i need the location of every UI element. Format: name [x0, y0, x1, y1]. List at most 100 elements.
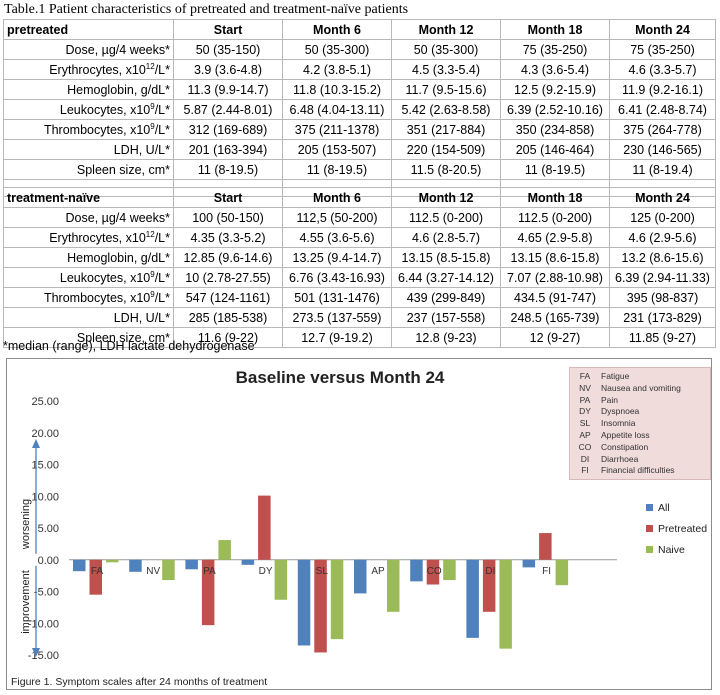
table-header-row: treatment-naïve Start Month 6 Month 12 Month… — [3, 187, 716, 208]
row-label: LDH, U/L* — [3, 307, 174, 328]
row-label: Spleen size, cm* — [3, 159, 174, 180]
row-label-exponent: 12 — [145, 61, 155, 71]
table-cell: 375 (264-778) — [609, 119, 716, 140]
abbreviation-name: Appetite loss — [601, 430, 650, 440]
table-cell: 112.5 (0-200) — [391, 207, 501, 228]
row-label-text: Erythrocytes, x10 — [49, 230, 146, 245]
legend-label-all: All — [658, 502, 670, 514]
table-header-row: pretreated Start Month 6 Month 12 Month 18 Mo… — [3, 19, 716, 40]
abbreviation-code: NV — [579, 382, 591, 393]
table-row: Erythrocytes, x1012/L* 3.9 (3.6-4.8) 4.2 (… — [3, 59, 716, 80]
table-cell: 11.8 (10.3-15.2) — [282, 79, 392, 100]
table-cell: 395 (98-837) — [609, 287, 716, 308]
table-row: Hemoglobin, g/dL* 11.3 (9.9-14.7) 11.8 (10… — [3, 79, 716, 100]
table-cell: 350 (234-858) — [500, 119, 610, 140]
row-label: Leukocytes, x109/L* — [3, 267, 174, 288]
table-row: LDH, U/L* 285 (185-538) 273.5 (137-559) 237… — [3, 307, 716, 328]
table-cell: 10 (2.78-27.55) — [173, 267, 283, 288]
table-cell: 285 (185-538) — [173, 307, 283, 328]
abbreviation-code: FI — [581, 465, 589, 476]
bar-pretreated-sl — [314, 559, 327, 653]
abbreviation-name: Nausea and vomiting — [601, 382, 681, 393]
y-tick-label: 5.00 — [38, 523, 59, 535]
bar-pretreated-pa — [201, 559, 215, 626]
table-caption: Table.1 Patient characteristics of pretr… — [4, 2, 409, 17]
table-cell: 6.76 (3.43-16.93) — [282, 267, 392, 288]
table-cell: 4.2 (3.8-5.1) — [282, 59, 392, 80]
bar-all-co — [410, 559, 423, 582]
table-cell: 11.5 (8-20.5) — [391, 159, 501, 180]
table-cell: 4.65 (2.9-5.8) — [500, 227, 610, 248]
row-label: Dose, µg/4 weeks* — [3, 207, 174, 228]
row-label-exponent: 9 — [150, 269, 155, 279]
table-cell: 11.9 (9.2-16.1) — [609, 79, 716, 100]
table-cell: 13.15 (8.5-15.8) — [391, 247, 501, 268]
legend-swatch-pretreated — [646, 525, 653, 532]
table-cell: 11 (8-19.5) — [282, 159, 392, 180]
treatment-naive-table: treatment-naïve Start Month 6 Month 12 Month… — [3, 187, 716, 348]
abbreviation-name: Fatigue — [601, 371, 630, 381]
y-tick-label: 10.00 — [31, 491, 59, 503]
abbreviation-code: PA — [579, 394, 591, 405]
table-cell: 11.3 (9.9-14.7) — [173, 79, 283, 100]
abbreviation-code: AP — [579, 430, 591, 440]
table-cell: 11.7 (9.5-15.6) — [391, 79, 501, 100]
row-label: Thrombocytes, x109/L* — [3, 119, 174, 140]
table-cell: 75 (35-250) — [609, 39, 716, 60]
table-cell: 6.44 (3.27-14.12) — [391, 267, 501, 288]
bar-naive-ap — [387, 559, 400, 612]
table-cell: 434.5 (91-747) — [500, 287, 610, 308]
category-label: FI — [542, 566, 551, 577]
bar-all-di — [466, 559, 479, 638]
row-label-exponent: 9 — [150, 289, 155, 299]
bar-all-fi — [522, 559, 536, 568]
abbreviation-code: CO — [578, 441, 592, 452]
table-cell: 125 (0-200) — [609, 207, 716, 228]
table-cell: 439 (299-849) — [391, 287, 501, 308]
row-label-text: Leukocytes, x10 — [59, 270, 151, 285]
table-cell: 4.3 (3.6-5.4) — [500, 59, 610, 80]
table-cell: 11 (8-19.5) — [173, 159, 283, 180]
bar-pretreated-fa — [89, 559, 102, 595]
row-label-unit: /L* — [154, 62, 170, 77]
table-row: Erythrocytes, x1012/L* 4.35 (3.3-5.2) 4.55… — [3, 227, 716, 248]
row-label: Hemoglobin, g/dL* — [3, 247, 174, 268]
table-cell: 4.6 (2.9-5.6) — [609, 227, 716, 248]
abbreviation-name: Insomnia — [601, 418, 636, 429]
row-label-text: Spleen size, cm* — [76, 162, 170, 177]
table-cell: 220 (154-509) — [391, 139, 501, 160]
column-header: Start — [173, 19, 283, 40]
bar-naive-fi — [555, 559, 569, 586]
table-cell: 112.5 (0-200) — [500, 207, 610, 228]
row-label: Spleen size, cm* — [3, 327, 174, 348]
table-row: LDH, U/L* 201 (163-394) 205 (153-507) 220 (… — [3, 139, 716, 160]
category-label: FA — [91, 566, 104, 577]
table-cell: 6.39 (2.52-10.16) — [500, 99, 610, 120]
category-label: DI — [485, 566, 495, 577]
row-label-exponent: 9 — [150, 101, 155, 111]
table-cell: 4.35 (3.3-5.2) — [173, 227, 283, 248]
bar-naive-fa — [106, 559, 119, 563]
abbreviation-name: Pain — [601, 394, 619, 405]
bar-pretreated-co — [426, 559, 440, 585]
table-cell: 501 (131-1476) — [282, 287, 392, 308]
bar-naive-nv — [162, 559, 175, 581]
table-row: Spleen size, cm* 11.6 (9-22) 12.7 (9-19.2)… — [3, 327, 716, 348]
table-footnote: *median (range), LDH lactate dehydrogena… — [3, 339, 255, 353]
chart-title: Baseline versus Month 24 — [235, 368, 445, 387]
bar-all-fa — [73, 559, 86, 572]
column-header: Month 24 — [609, 187, 716, 208]
improvement-arrow-head — [32, 648, 40, 657]
table-row: Dose, µg/4 weeks* 50 (35-150) 50 (35-300) 5… — [3, 39, 716, 60]
bar-all-ap — [354, 559, 367, 594]
column-header: Month 18 — [500, 187, 610, 208]
column-header: Month 6 — [282, 19, 392, 40]
bar-all-nv — [129, 559, 142, 572]
table-cell: 5.87 (2.44-8.01) — [173, 99, 283, 120]
table-cell: 7.07 (2.88-10.98) — [500, 267, 610, 288]
table-cell: 50 (35-300) — [391, 39, 501, 60]
row-label-exponent: 9 — [150, 121, 155, 131]
category-label: DY — [259, 566, 273, 577]
bar-all-sl — [297, 559, 311, 646]
row-label-unit: /L* — [154, 270, 170, 285]
